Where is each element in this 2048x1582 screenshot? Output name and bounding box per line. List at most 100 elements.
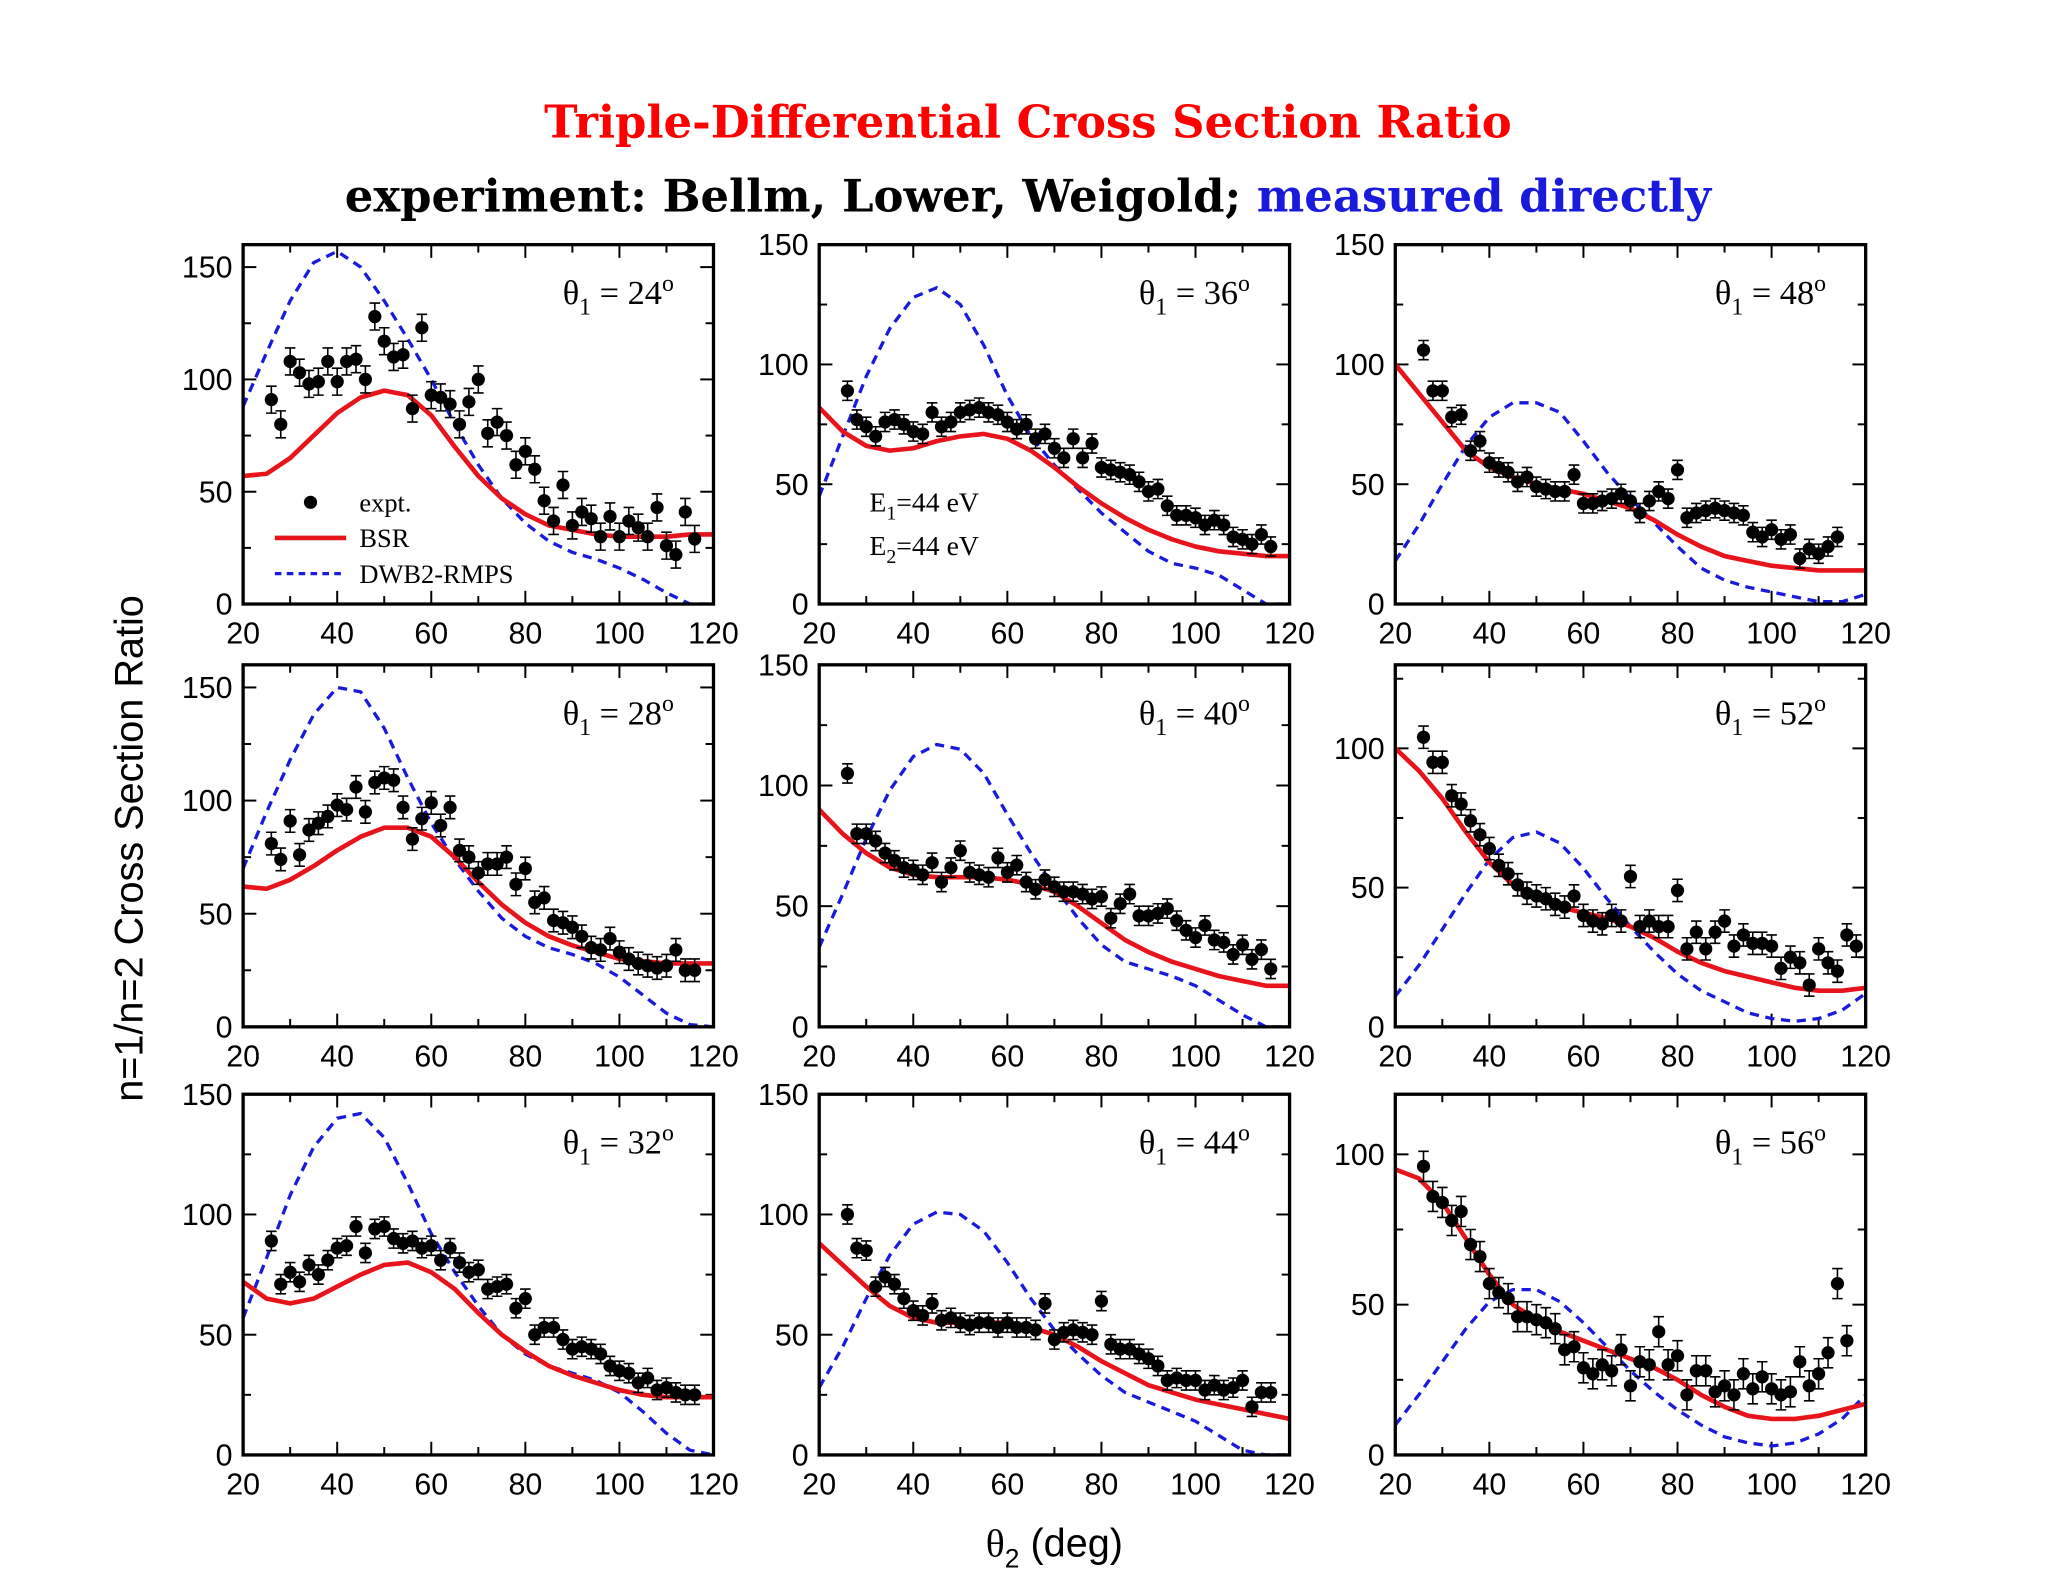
- expt-point: [1830, 530, 1845, 544]
- x-tick-label: 80: [1661, 617, 1695, 651]
- expt-point: [1132, 909, 1146, 923]
- expt-point: [1198, 918, 1212, 933]
- expt-point: [1755, 530, 1769, 544]
- expt-point: [1558, 900, 1572, 914]
- bsr-curve: [243, 388, 714, 539]
- expt-point: [1652, 1325, 1666, 1339]
- expt-point: [1245, 537, 1259, 551]
- expt-point: [1254, 1385, 1268, 1400]
- expt-point: [1680, 942, 1694, 956]
- expt-point: [1019, 417, 1033, 431]
- panel-label: θ1 = 40o: [1139, 691, 1250, 741]
- expt-point: [1010, 1320, 1024, 1335]
- expt-point: [452, 843, 467, 857]
- theta-symbol: θ: [1139, 274, 1155, 312]
- expt-point: [1160, 499, 1174, 513]
- degree-sup: o: [1238, 271, 1250, 297]
- expt-point: [1463, 444, 1478, 458]
- expt-point: [528, 462, 542, 476]
- theta-symbol: θ: [1139, 694, 1155, 732]
- expt-point: [1170, 914, 1184, 928]
- expt-point: [1586, 1367, 1600, 1381]
- expt-point: [1426, 1189, 1440, 1204]
- panel-2: 20 40 60 80 100 120 0 50 100 150 θ1 = 48o: [1334, 228, 1891, 650]
- y-tick-label: 0: [792, 1439, 809, 1473]
- theta-sub: 1: [1731, 1144, 1743, 1170]
- expt-point: [1501, 1292, 1515, 1306]
- expt-point: [1473, 434, 1487, 448]
- bsr-curve: [819, 405, 1290, 559]
- theta-symbol: θ: [1715, 274, 1731, 312]
- expt-point: [546, 1320, 561, 1335]
- x-tick-label: 20: [802, 617, 836, 651]
- x-label-rest: (deg): [1019, 1522, 1123, 1566]
- theta-symbol: θ: [563, 274, 579, 312]
- expt-point: [274, 1277, 288, 1291]
- expt-point: [292, 848, 307, 862]
- energy-note-e2: E2=44 eV: [869, 531, 979, 568]
- expt-point: [1094, 889, 1109, 904]
- expt-point: [916, 427, 930, 441]
- expt-point: [1736, 1367, 1750, 1381]
- panel-4: 20 40 60 80 100 120 0 50 100 150 θ1 = 40o: [758, 648, 1315, 1073]
- expt-point: [1812, 942, 1826, 956]
- expt-point: [1830, 1277, 1845, 1291]
- theta-sub: 1: [579, 715, 591, 741]
- expt-point: [1661, 1358, 1675, 1372]
- energy-value: =44 eV: [896, 488, 979, 519]
- y-tick-label: 50: [775, 468, 809, 502]
- theta-sub: 1: [1155, 1144, 1167, 1170]
- y-tick-label: 100: [1334, 732, 1385, 766]
- expt-point: [981, 870, 996, 884]
- expt-point: [1463, 1237, 1478, 1252]
- expt-point: [925, 1296, 939, 1311]
- x-tick-label: 100: [1746, 617, 1797, 651]
- expt-point: [1727, 1388, 1741, 1402]
- expt-point: [1614, 487, 1628, 501]
- y-tick-label: 50: [775, 890, 809, 924]
- expt-point: [1217, 935, 1231, 949]
- expt-point: [509, 458, 523, 472]
- expt-point: [1840, 1334, 1854, 1348]
- y-tick-label: 150: [182, 1078, 233, 1112]
- dwb2-rmps-curve: [1395, 1288, 1866, 1448]
- expt-point: [264, 393, 278, 407]
- expt-point: [575, 505, 589, 519]
- expt-point: [944, 415, 958, 429]
- x-tick-label: 80: [1661, 1039, 1695, 1073]
- expt-point: [1614, 1343, 1628, 1357]
- expt-point: [358, 805, 373, 819]
- expt-point: [358, 1246, 373, 1260]
- expt-point: [1076, 451, 1090, 465]
- x-tick-label: 120: [1264, 617, 1315, 651]
- expt-point: [1764, 523, 1779, 537]
- expt-point: [1652, 919, 1666, 934]
- x-tick-label: 120: [688, 1039, 739, 1073]
- expt-point: [869, 429, 883, 443]
- expt-point: [1264, 1385, 1278, 1400]
- expt-point: [1699, 942, 1713, 956]
- expt-point: [283, 1265, 297, 1279]
- x-tick-label: 60: [414, 617, 448, 651]
- expt-point: [1708, 1385, 1722, 1399]
- expt-point: [1793, 551, 1807, 566]
- degree-sup: o: [1238, 691, 1250, 717]
- y-tick-label: 0: [792, 1010, 809, 1044]
- expt-point: [537, 1320, 551, 1335]
- expt-point: [659, 959, 674, 973]
- x-tick-label: 40: [896, 1468, 930, 1502]
- x-tick-label: 60: [1567, 1039, 1601, 1073]
- expt-point: [1482, 1277, 1496, 1291]
- expt-point: [944, 860, 958, 875]
- expt-point: [1454, 408, 1468, 422]
- expt-point: [481, 857, 495, 871]
- theta-symbol: θ: [563, 694, 579, 732]
- subtitle-black: experiment: Bellm, Lower, Weigold;: [345, 170, 1241, 223]
- legend-dwb-label: DWB2-RMPS: [359, 559, 513, 589]
- expt-point: [859, 1243, 873, 1258]
- theta-symbol: θ: [1139, 1124, 1155, 1162]
- expt-point: [490, 415, 504, 429]
- theta-sub: 1: [1155, 295, 1167, 321]
- expt-point: [377, 1219, 391, 1234]
